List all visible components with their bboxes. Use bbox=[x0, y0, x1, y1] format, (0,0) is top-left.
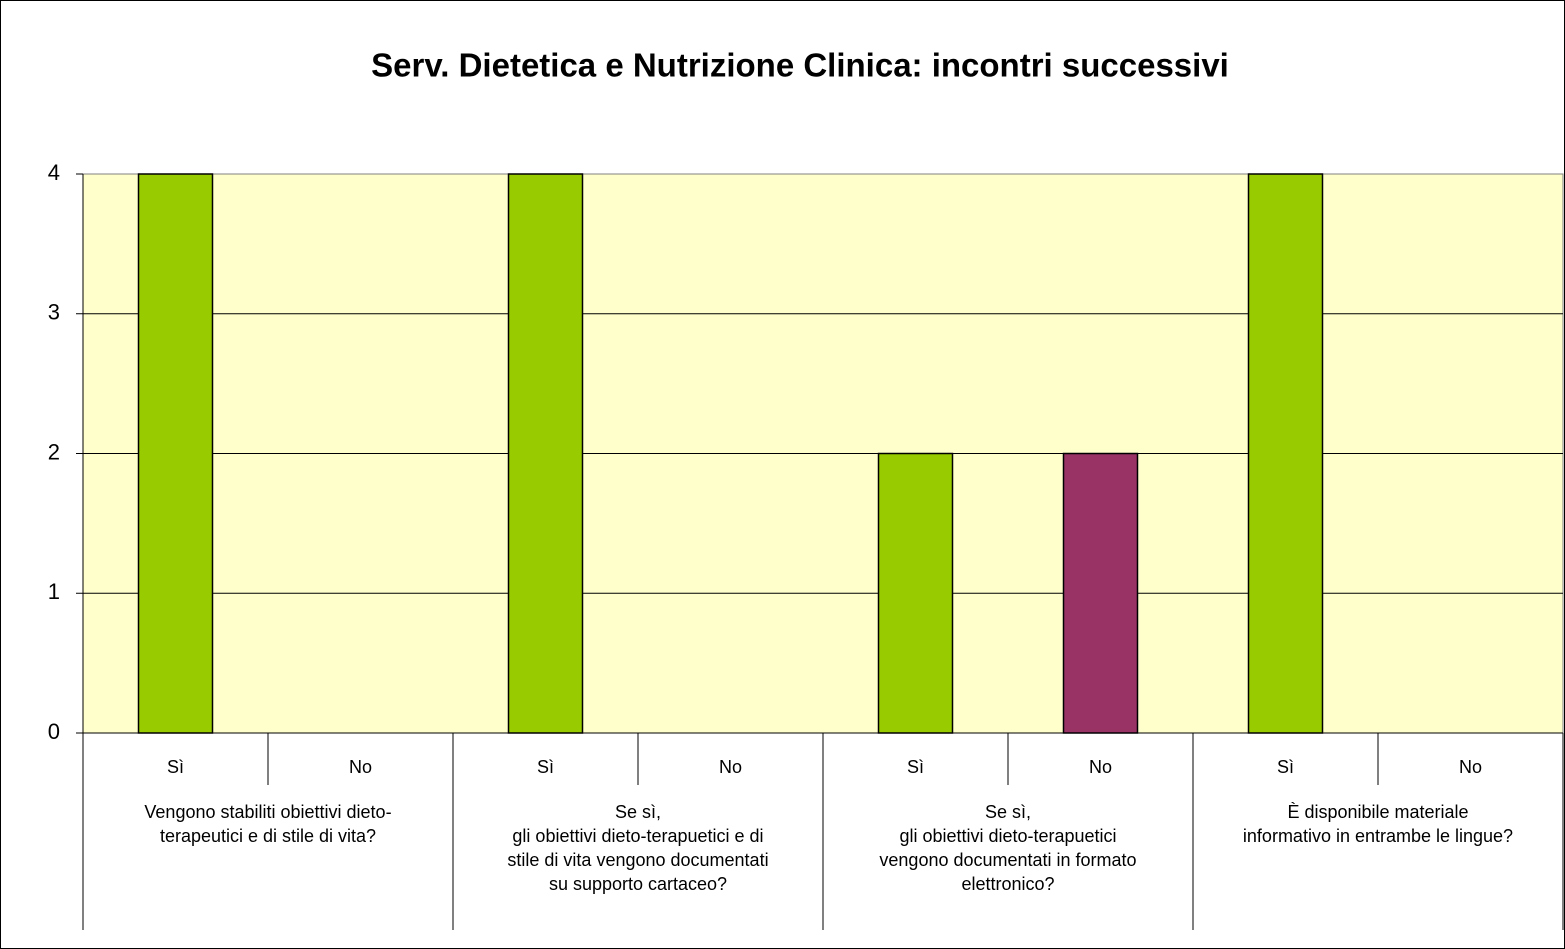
bar bbox=[1062, 452, 1139, 734]
group-label: vengono documentati in formato bbox=[879, 850, 1136, 870]
group-label: gli obiettivi dieto-terapuetici bbox=[899, 826, 1116, 846]
group-label: Vengono stabiliti obiettivi dieto- bbox=[144, 802, 391, 822]
y-tick-label: 2 bbox=[48, 439, 60, 464]
x-tick-label: Sì bbox=[907, 757, 924, 777]
bar bbox=[1247, 173, 1324, 734]
x-tick-label: No bbox=[1459, 757, 1482, 777]
group-label: su supporto cartaceo? bbox=[549, 874, 727, 894]
group-label: informativo in entrambe le lingue? bbox=[1243, 826, 1513, 846]
y-tick-label: 0 bbox=[48, 719, 60, 744]
bar bbox=[137, 173, 214, 734]
group-label: elettronico? bbox=[961, 874, 1054, 894]
group-label: È disponibile materiale bbox=[1287, 802, 1468, 822]
y-tick-label: 1 bbox=[48, 579, 60, 604]
x-tick-label: Sì bbox=[1277, 757, 1294, 777]
x-tick-label: No bbox=[719, 757, 742, 777]
group-label: gli obiettivi dieto-terapuetici e di bbox=[512, 826, 763, 846]
y-tick-label: 3 bbox=[48, 300, 60, 325]
x-tick-label: No bbox=[1089, 757, 1112, 777]
x-tick-label: Sì bbox=[167, 757, 184, 777]
group-label: Se sì, bbox=[615, 802, 661, 822]
bar bbox=[507, 173, 584, 734]
group-label: terapeutici e di stile di vita? bbox=[160, 826, 376, 846]
bar bbox=[877, 452, 954, 734]
y-tick-label: 4 bbox=[48, 160, 60, 185]
group-label: stile di vita vengono documentati bbox=[507, 850, 768, 870]
x-tick-label: No bbox=[349, 757, 372, 777]
group-label: Se sì, bbox=[985, 802, 1031, 822]
chart-title: Serv. Dietetica e Nutrizione Clinica: in… bbox=[371, 47, 1229, 84]
x-tick-label: Sì bbox=[537, 757, 554, 777]
